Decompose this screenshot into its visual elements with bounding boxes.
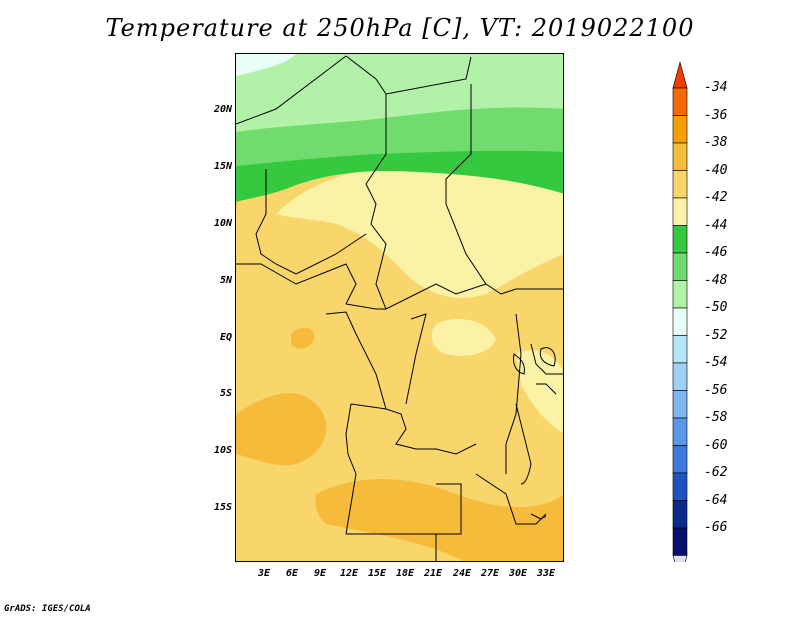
colorbar [672,62,688,562]
colorbar-label: -48 [704,272,728,288]
colorbar-segment [672,197,688,226]
colorbar-segment [672,335,688,364]
colorbar-segment [672,170,688,199]
colorbar-segment [672,362,688,391]
temperature-map [236,54,563,561]
band-minus50 [236,54,296,76]
colorbar-segment [672,142,688,171]
colorbar-label: -52 [704,327,728,343]
lon-label-24e: 24E [452,568,472,579]
lon-label-6e: 6E [285,568,299,579]
colorbar-label: -38 [704,135,728,150]
colorbar-segment [672,445,688,474]
lat-label-15n: 15N [213,161,232,172]
band-minus42-east [516,350,563,433]
colorbar-segment [672,252,688,281]
colorbar-label: -54 [704,355,728,370]
colorbar-label: -44 [704,217,728,233]
colorbar-label: -42 [704,190,728,205]
colorbar-segment [672,87,688,116]
colorbar-top-arrow [672,62,688,89]
colorbar-segment [672,280,688,309]
lon-label-3e: 3E [257,568,271,579]
map-panel [235,53,564,562]
chart-title: Temperature at 250hPa [C], VT: 201902210… [105,14,695,42]
band-minus38-south [236,393,327,466]
colorbar-label: -56 [704,382,728,398]
lon-label-18e: 18E [395,568,415,579]
colorbar-segment [672,307,688,336]
grads-credit: GrADS: IGES/COLA [4,604,91,614]
lat-label-5n: 5N [219,275,232,286]
lat-label-15s: 15S [213,502,232,513]
lat-label-10n: 10N [213,218,232,229]
colorbar-label: -64 [704,492,728,508]
lat-label-20n: 20N [213,104,232,115]
lake-outlines [513,347,556,520]
colorbar-label: -40 [704,162,728,178]
colorbar-label: -50 [704,300,728,315]
lat-label-10s: 10S [213,445,232,456]
colorbar-segment [672,472,688,501]
lon-label-12e: 12E [339,568,359,579]
colorbar-segment [672,390,688,419]
band-minus38-southwest [315,479,563,561]
band-minus38-spot [291,327,315,349]
colorbar-label: -66 [704,520,728,535]
lon-label-9e: 9E [313,568,327,579]
colorbar-segment [672,527,688,556]
colorbar-label: -46 [704,245,728,260]
colorbar-label: -58 [704,410,728,425]
lon-label-27e: 27E [480,568,500,579]
lon-label-33e: 33E [536,568,556,579]
colorbar-segment [672,225,688,254]
lon-label-21e: 21E [423,568,443,579]
colorbar-label: -62 [704,465,728,480]
lon-label-15e: 15E [367,568,387,579]
colorbar-bottom-arrow [672,555,688,562]
colorbar-segment [672,500,688,529]
band-minus42-center [431,319,496,356]
band-minus42-north [276,167,563,298]
lon-label-30e: 30E [508,568,528,579]
colorbar-segment [672,115,688,144]
lat-label-eq: EQ [219,332,232,343]
colorbar-label: -34 [704,80,728,95]
colorbar-label: -36 [704,107,728,123]
band-minus48 [236,54,563,132]
country-borders [236,55,563,561]
colorbar-label: -60 [704,437,728,453]
colorbar-segment [672,417,688,446]
lat-label-5s: 5S [219,388,232,399]
